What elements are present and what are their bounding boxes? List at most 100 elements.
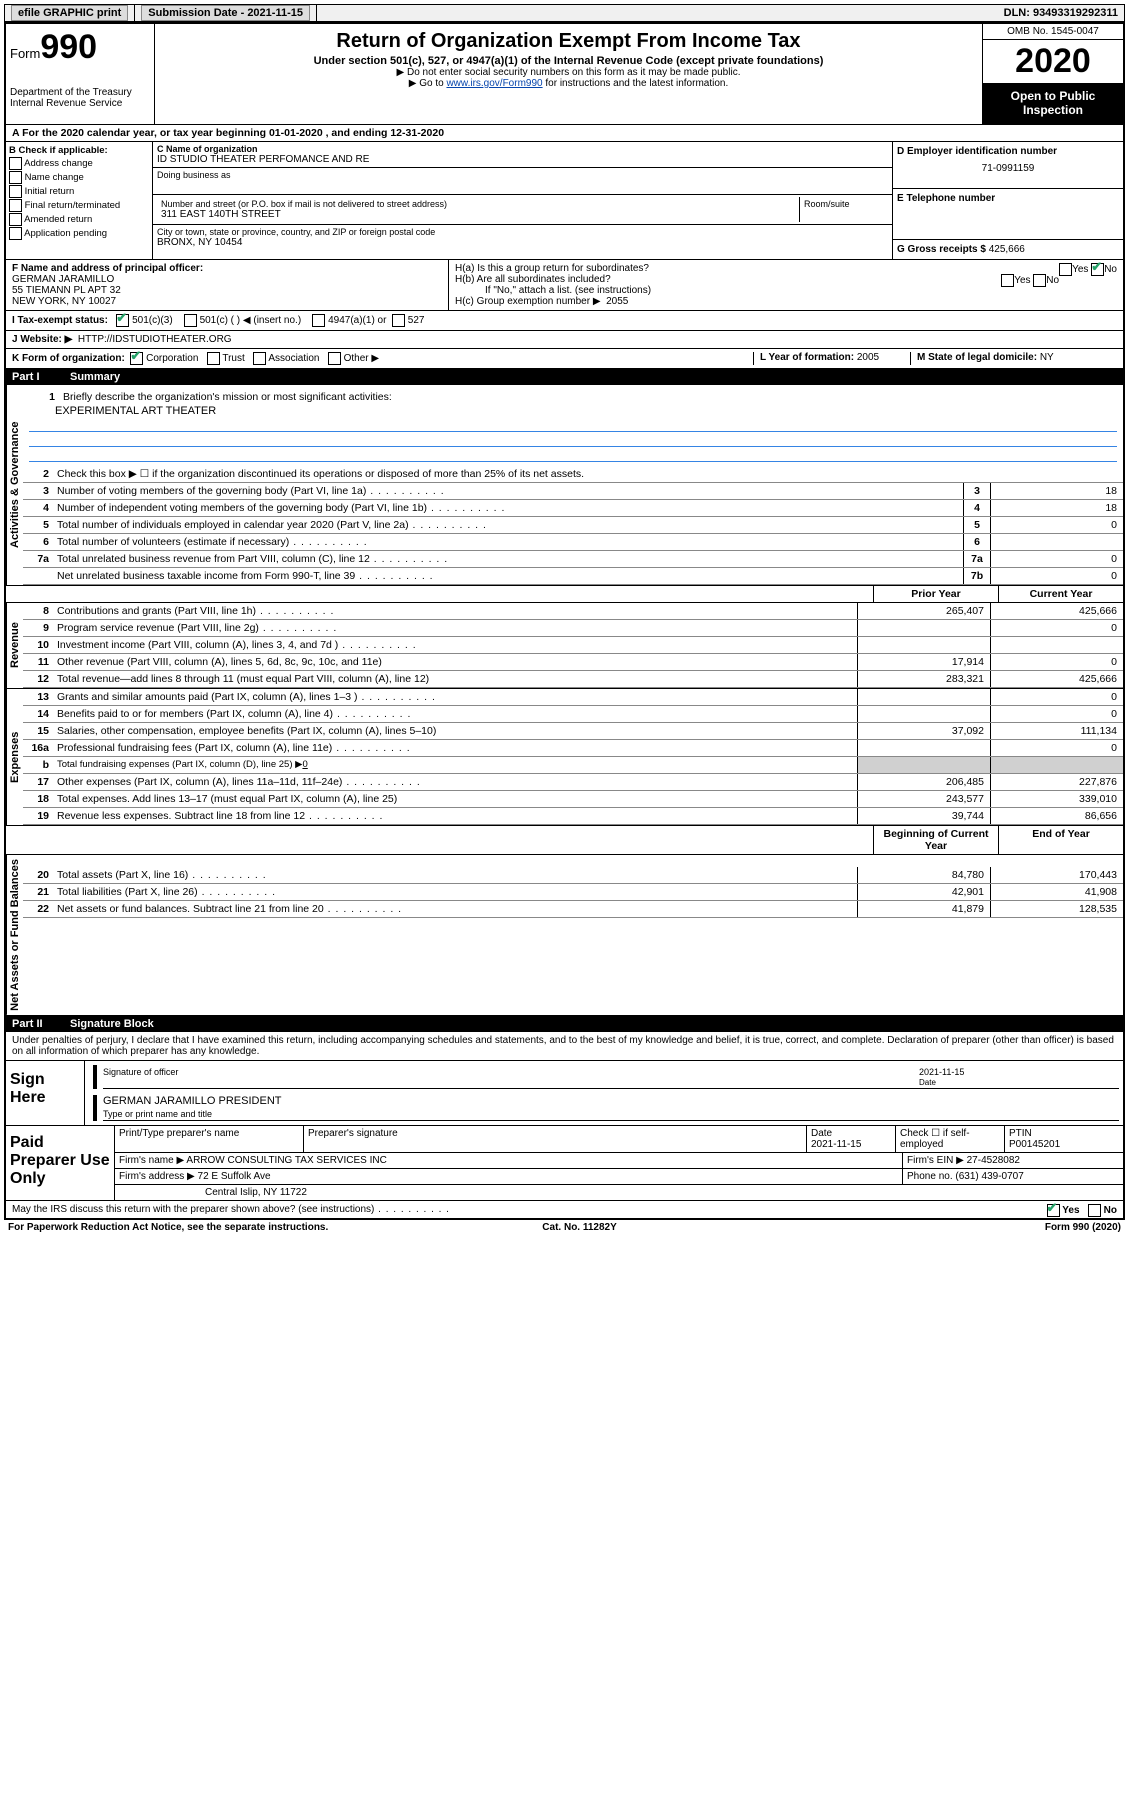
cb-final-return[interactable] [9, 199, 22, 212]
row-k: K Form of organization: Corporation Trus… [12, 352, 753, 365]
form-frame: Form990 Department of the Treasury Inter… [4, 22, 1125, 1220]
row-j: J Website: ▶ HTTP://IDSTUDIOTHEATER.ORG [6, 331, 1123, 349]
ptin-value: P00145201 [1009, 1139, 1060, 1150]
officer-addr1: 55 TIEMANN PL APT 32 [12, 285, 442, 296]
cb-may-no[interactable] [1088, 1204, 1101, 1217]
note-link: ▶ Go to www.irs.gov/Form990 for instruct… [161, 78, 976, 89]
type-label: Type or print name and title [103, 1107, 1119, 1121]
officer-name-title: GERMAN JARAMILLO PRESIDENT [103, 1095, 1119, 1107]
line13-desc: Grants and similar amounts paid (Part IX… [53, 689, 857, 705]
line7b-val: 0 [990, 568, 1123, 584]
cb-ha-yes[interactable] [1059, 263, 1072, 276]
cb-assoc[interactable] [253, 352, 266, 365]
prep-h4: Check ☐ if self-employed [896, 1126, 1005, 1152]
cb-4947[interactable] [312, 314, 325, 327]
row-i: I Tax-exempt status: 501(c)(3) 501(c) ( … [6, 311, 1123, 331]
line16a-desc: Professional fundraising fees (Part IX, … [53, 740, 857, 756]
row-a: A For the 2020 calendar year, or tax yea… [6, 125, 1123, 142]
line17-desc: Other expenses (Part IX, column (A), lin… [53, 774, 857, 790]
h-a: H(a) Is this a group return for subordin… [455, 263, 1117, 274]
line5-desc: Total number of individuals employed in … [53, 517, 963, 533]
city-value: BRONX, NY 10454 [157, 237, 888, 248]
firm-phone: (631) 439-0707 [955, 1171, 1023, 1182]
h-b: H(b) Are all subordinates included? Yes … [455, 274, 1117, 285]
irs-link[interactable]: www.irs.gov/Form990 [446, 78, 542, 89]
line4-val: 18 [990, 500, 1123, 516]
submission-date-button[interactable]: Submission Date - 2021-11-15 [141, 5, 310, 21]
open-public-badge: Open to Public Inspection [983, 83, 1123, 124]
cb-initial-return[interactable] [9, 185, 22, 198]
street-value: 311 EAST 140TH STREET [161, 209, 795, 220]
c-name-label: C Name of organization [157, 144, 888, 154]
cb-address-change[interactable] [9, 157, 22, 170]
line9-desc: Program service revenue (Part VIII, line… [53, 620, 857, 636]
firm-addr2: Central Islip, NY 11722 [115, 1185, 1123, 1200]
cb-501c3[interactable] [116, 314, 129, 327]
cb-527[interactable] [392, 314, 405, 327]
cb-ha-no[interactable] [1091, 263, 1104, 276]
dln-text: DLN: 93493319292311 [998, 5, 1124, 21]
tax-year: 2020 [983, 40, 1123, 83]
form-header: Form990 Department of the Treasury Inter… [6, 24, 1123, 125]
vlabel-revenue: Revenue [6, 603, 23, 688]
cb-name-change[interactable] [9, 171, 22, 184]
line10-desc: Investment income (Part VIII, column (A)… [53, 637, 857, 653]
firm-addr1: 72 E Suffolk Ave [198, 1171, 271, 1182]
prep-h2: Preparer's signature [304, 1126, 807, 1152]
omb-number: OMB No. 1545-0047 [983, 24, 1123, 40]
cb-other[interactable] [328, 352, 341, 365]
dept-text: Department of the Treasury Internal Reve… [10, 87, 150, 109]
city-label: City or town, state or province, country… [157, 227, 888, 237]
dba-label: Doing business as [157, 170, 888, 180]
e-label: E Telephone number [897, 193, 1119, 204]
cb-pending[interactable] [9, 227, 22, 240]
top-bar: efile GRAPHIC print Submission Date - 20… [4, 4, 1125, 22]
line7b-desc: Net unrelated business taxable income fr… [53, 568, 963, 584]
row-m: M State of legal domicile: NY [910, 352, 1117, 365]
form-subtitle: Under section 501(c), 527, or 4947(a)(1)… [161, 55, 976, 67]
officer-addr2: NEW YORK, NY 10027 [12, 296, 442, 307]
h-c: H(c) Group exemption number ▶ 2055 [455, 296, 1117, 307]
paid-preparer-label: Paid Preparer Use Only [6, 1126, 115, 1200]
row-l: L Year of formation: 2005 [753, 352, 910, 365]
g-value: 425,666 [989, 244, 1025, 255]
cb-hb-no[interactable] [1033, 274, 1046, 287]
vlabel-netassets: Net Assets or Fund Balances [6, 855, 23, 1015]
vlabel-governance: Activities & Governance [6, 385, 23, 585]
cb-may-yes[interactable] [1047, 1204, 1060, 1217]
hdr-prior: Prior Year [873, 586, 998, 602]
line6-val [990, 534, 1123, 550]
line7a-val: 0 [990, 551, 1123, 567]
street-label: Number and street (or P.O. box if mail i… [161, 199, 795, 209]
cb-corp[interactable] [130, 352, 143, 365]
form-title: Return of Organization Exempt From Incom… [161, 30, 976, 53]
line22-desc: Net assets or fund balances. Subtract li… [53, 901, 857, 917]
sig-officer-label: Signature of officer [103, 1065, 911, 1089]
org-name: ID STUDIO THEATER PERFOMANCE AND RE [157, 154, 888, 165]
part1-header: Part ISummary [6, 369, 1123, 385]
hdr-eoy: End of Year [998, 826, 1123, 854]
form-number: Form990 [10, 28, 150, 67]
cb-hb-yes[interactable] [1001, 274, 1014, 287]
penalty-text: Under penalties of perjury, I declare th… [6, 1032, 1123, 1060]
line11-desc: Other revenue (Part VIII, column (A), li… [53, 654, 857, 670]
prep-h1: Print/Type preparer's name [115, 1126, 304, 1152]
cb-amended[interactable] [9, 213, 22, 226]
line8-desc: Contributions and grants (Part VIII, lin… [53, 603, 857, 619]
cb-501c[interactable] [184, 314, 197, 327]
vlabel-expenses: Expenses [6, 689, 23, 825]
line20-desc: Total assets (Part X, line 16) [53, 867, 857, 883]
line5-val: 0 [990, 517, 1123, 533]
line14-desc: Benefits paid to or for members (Part IX… [53, 706, 857, 722]
part2-header: Part IISignature Block [6, 1016, 1123, 1032]
efile-button[interactable]: efile GRAPHIC print [11, 5, 128, 21]
page-footer: For Paperwork Reduction Act Notice, see … [4, 1220, 1125, 1235]
line4-desc: Number of independent voting members of … [53, 500, 963, 516]
f-label: F Name and address of principal officer: [12, 263, 442, 274]
cb-trust[interactable] [207, 352, 220, 365]
sig-date: 2021-11-15 [919, 1067, 1119, 1077]
d-label: D Employer identification number [897, 146, 1119, 157]
line3-val: 18 [990, 483, 1123, 499]
may-discuss-row: May the IRS discuss this return with the… [6, 1201, 1123, 1218]
note-ssn: ▶ Do not enter social security numbers o… [161, 67, 976, 78]
